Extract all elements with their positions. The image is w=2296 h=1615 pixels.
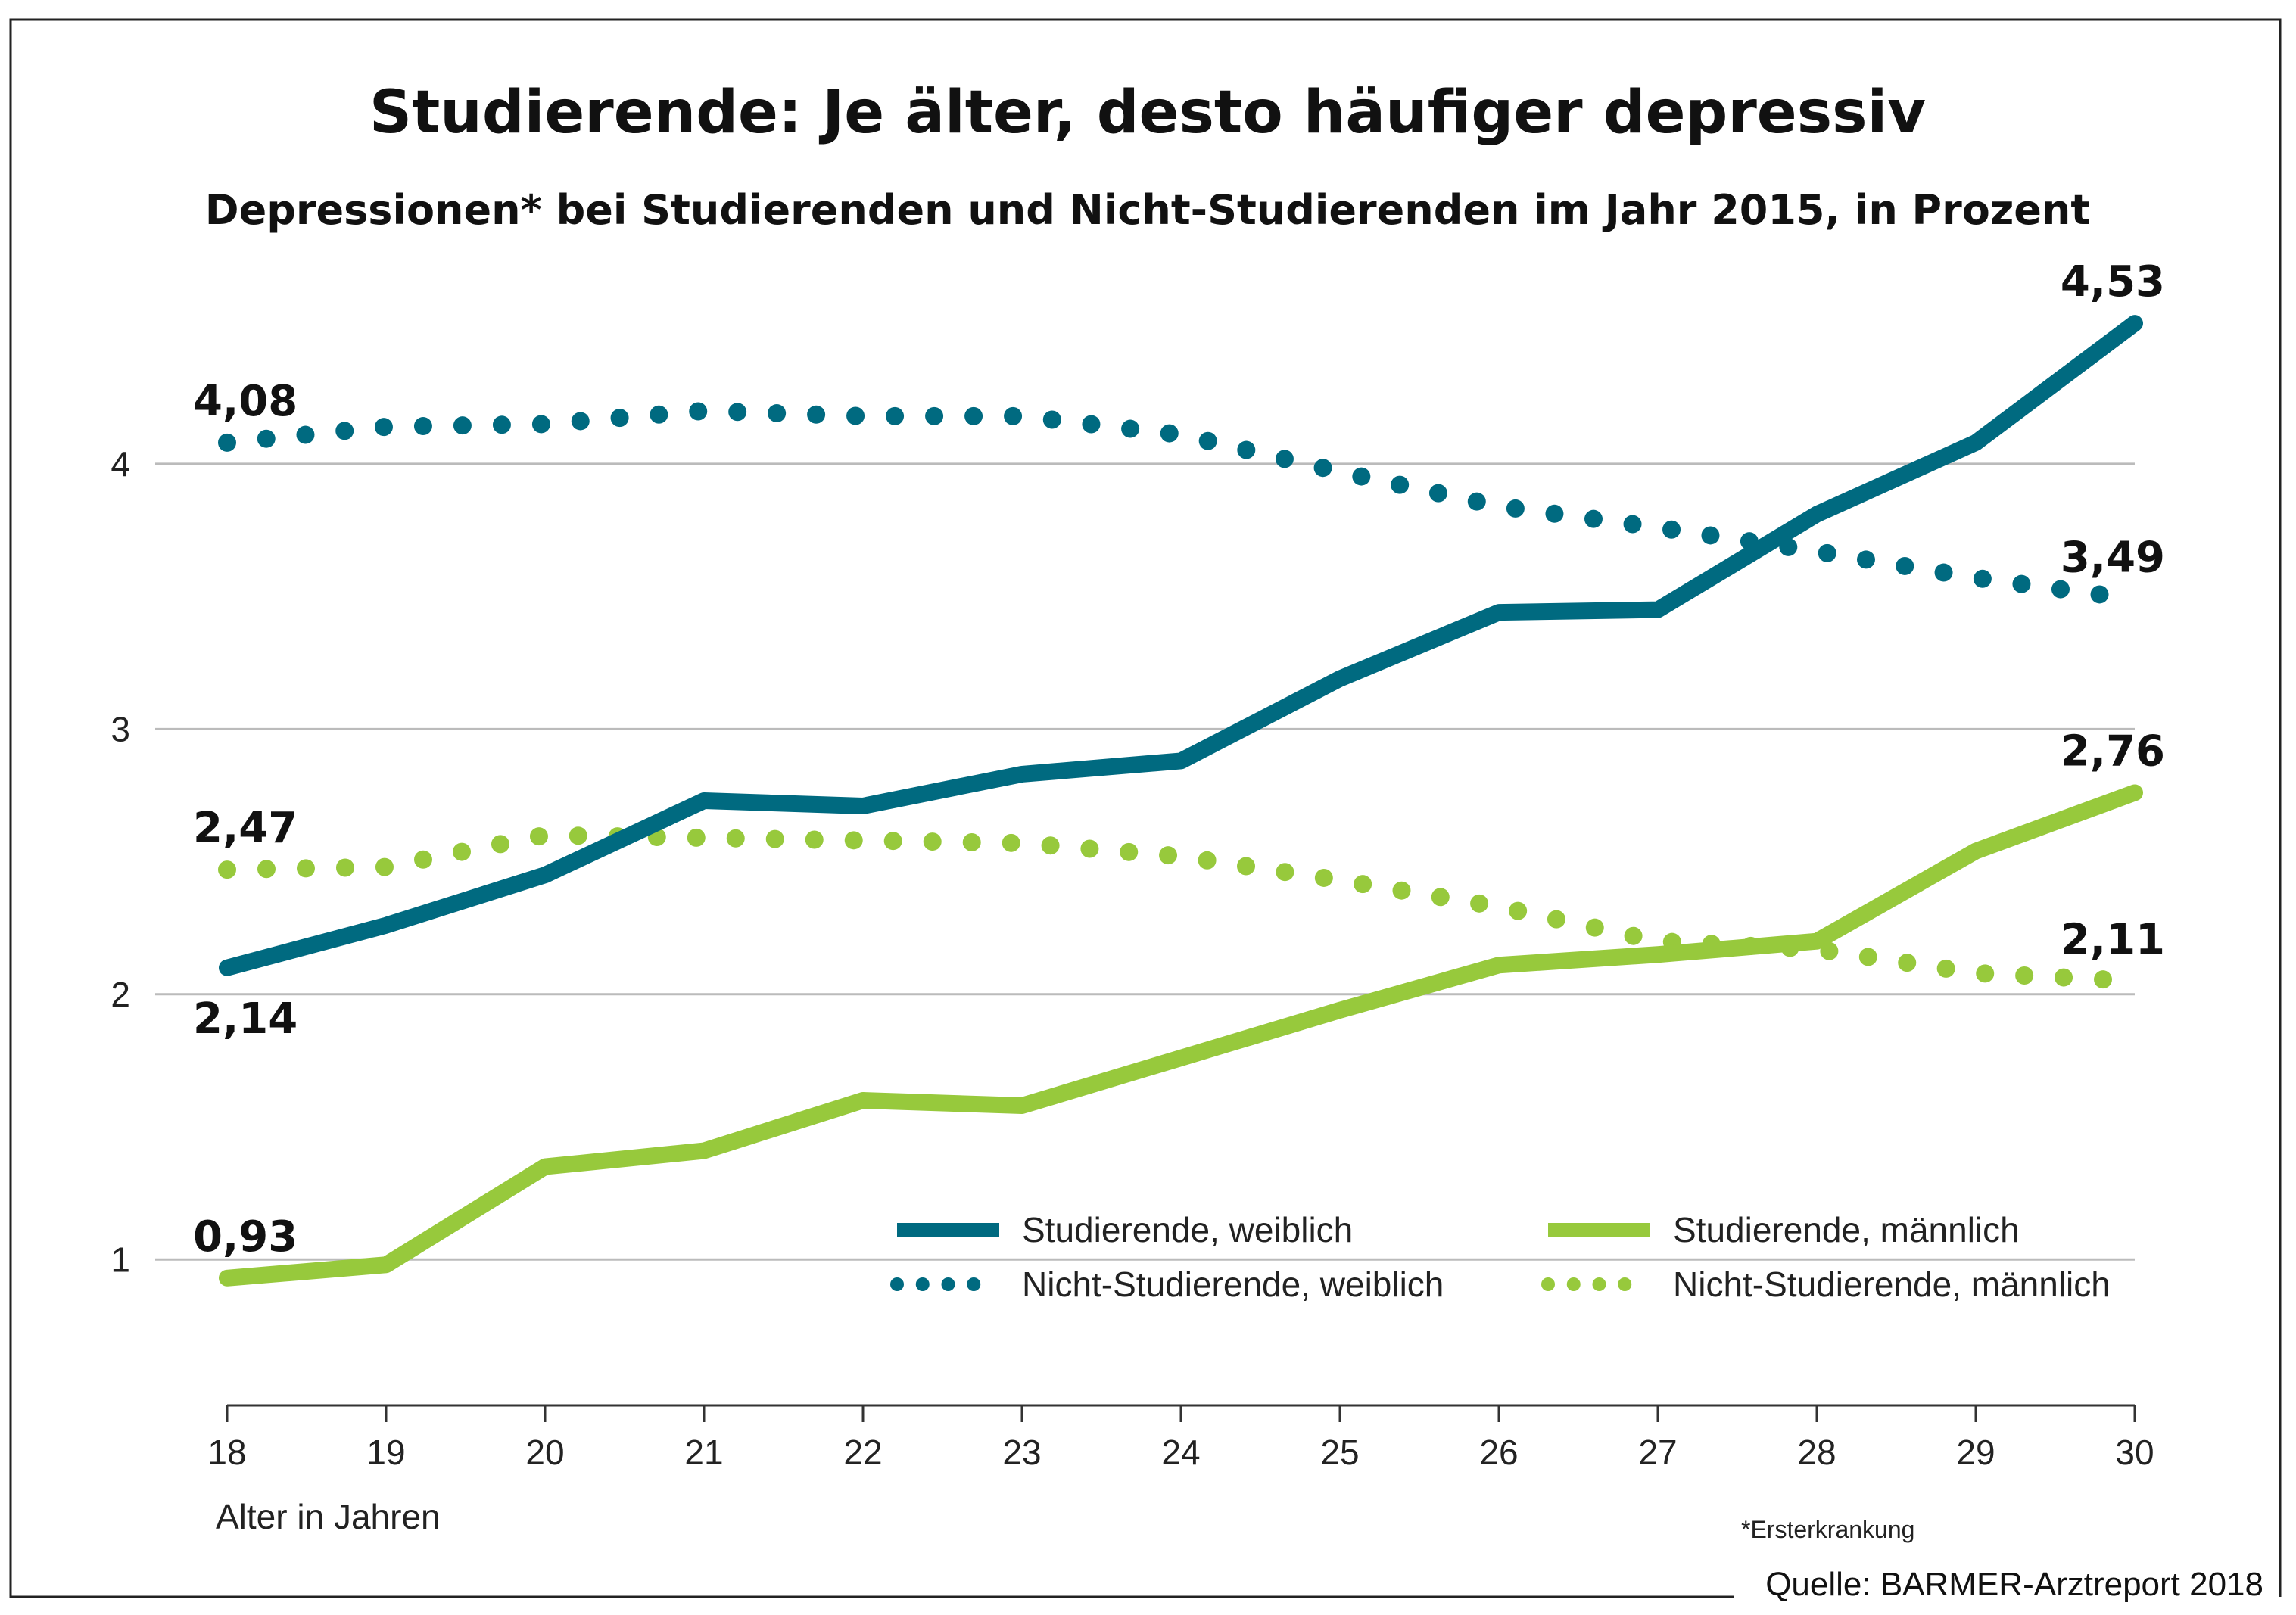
series-line-nicht-studierende-weiblich <box>218 401 2144 608</box>
legend: Studierende, weiblich Studierende, männli… <box>890 1210 2111 1304</box>
data-label: 2,47 <box>193 804 298 853</box>
legend-label: Nicht-Studierende, männlich <box>1673 1265 2111 1304</box>
x-tick-label: 18 <box>207 1433 246 1472</box>
data-point <box>1339 879 1341 881</box>
x-axis-label: Alter in Jahren <box>216 1497 441 1536</box>
series-line-nicht-studierende-maennlich <box>218 826 2144 991</box>
legend-label: Nicht-Studierende, weiblich <box>1022 1265 1444 1304</box>
data-point <box>1021 842 1023 844</box>
source-note: Quelle: BARMER-Arztreport 2018 <box>1765 1566 2263 1603</box>
y-tick-label: 2 <box>111 975 130 1014</box>
data-label: 3,49 <box>2061 534 2165 583</box>
x-tick-label: 29 <box>1956 1433 1995 1472</box>
x-tick-label: 25 <box>1320 1433 1359 1472</box>
data-point <box>1657 527 1659 528</box>
chart-title: Studierende: Je älter, desto häufiger de… <box>369 79 1926 147</box>
gridlines <box>155 462 2135 1261</box>
y-tick-label: 4 <box>111 444 130 484</box>
x-tick-label: 28 <box>1797 1433 1836 1472</box>
x-tick-label: 22 <box>843 1433 882 1472</box>
x-tick-label: 21 <box>684 1433 723 1472</box>
x-axis: 18 19 20 21 22 23 24 25 26 27 28 29 30 <box>207 1404 2154 1472</box>
series-line-studierende-weiblich <box>219 315 2143 976</box>
data-labels: 4,08 3,49 4,53 2,14 2,47 2,76 2,11 0,93 <box>193 257 2165 1262</box>
data-point <box>1816 551 1818 552</box>
x-tick-label: 26 <box>1479 1433 1518 1472</box>
data-label: 2,11 <box>2061 915 2165 964</box>
series-layer <box>218 315 2144 1287</box>
legend-label: Studierende, weiblich <box>1022 1210 1353 1249</box>
data-point <box>1498 906 1500 907</box>
data-point <box>1339 471 1341 472</box>
data-point <box>2134 980 2136 982</box>
footnote: *Ersterkrankung <box>1741 1516 1914 1543</box>
series-line-studierende-maennlich <box>219 784 2143 1287</box>
data-label: 4,08 <box>193 377 298 426</box>
data-point <box>1498 506 1500 507</box>
chart-subtitle: Depressionen* bei Studierenden und Nicht… <box>205 186 2090 234</box>
y-tick-label: 3 <box>111 709 130 748</box>
data-point <box>1180 856 1182 857</box>
data-label: 2,14 <box>193 994 298 1044</box>
data-label: 4,53 <box>2061 257 2165 307</box>
frame <box>9 18 2282 1598</box>
x-tick-label: 30 <box>2115 1433 2154 1472</box>
data-point <box>2134 599 2136 600</box>
x-tick-label: 24 <box>1161 1433 1200 1472</box>
y-axis-ticks: 1 2 3 4 <box>111 444 130 1279</box>
x-tick-label: 19 <box>366 1433 405 1472</box>
data-point <box>1180 434 1182 435</box>
y-tick-label: 1 <box>111 1240 130 1279</box>
legend-label: Studierende, männlich <box>1673 1210 2020 1249</box>
x-tick-label: 20 <box>525 1433 564 1472</box>
data-label: 0,93 <box>193 1212 298 1262</box>
x-tick-label: 27 <box>1638 1433 1677 1472</box>
data-point <box>1657 941 1659 942</box>
x-tick-label: 23 <box>1002 1433 1041 1472</box>
data-label: 2,76 <box>2061 727 2165 776</box>
